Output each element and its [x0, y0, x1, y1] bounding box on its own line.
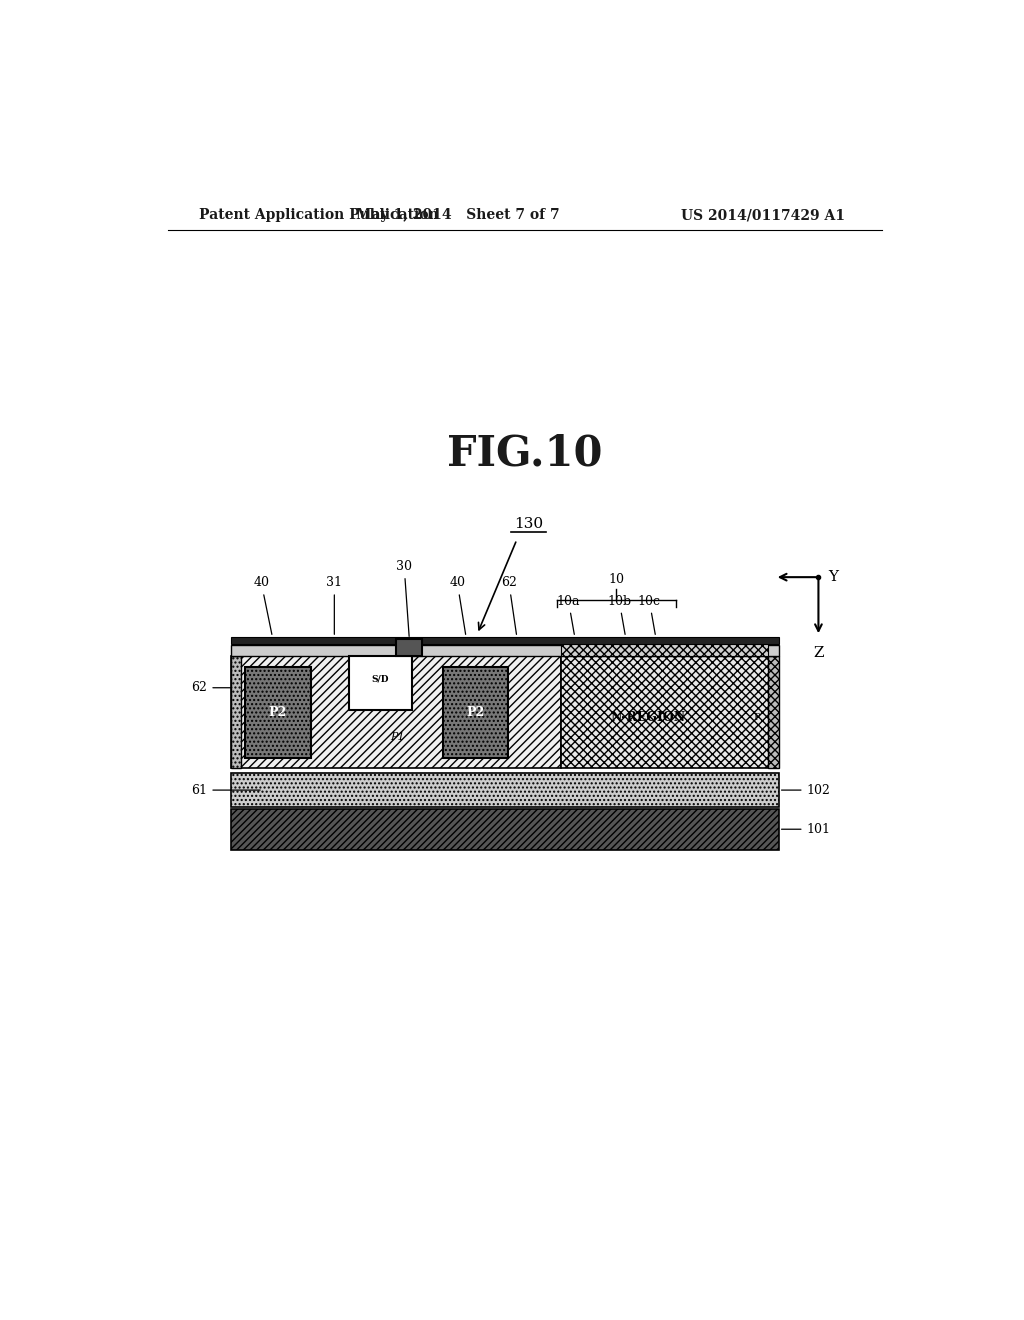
Text: 62: 62	[191, 681, 239, 694]
Text: FIG.10: FIG.10	[447, 432, 602, 474]
Bar	[348, 656, 412, 710]
Text: P1: P1	[390, 731, 406, 742]
Text: 102: 102	[781, 784, 830, 796]
Bar	[768, 656, 779, 768]
Bar	[560, 643, 768, 656]
Text: 10c: 10c	[638, 594, 660, 635]
Bar	[246, 667, 310, 758]
Bar	[443, 667, 508, 758]
Text: 30: 30	[396, 560, 413, 636]
Text: P2: P2	[269, 706, 287, 719]
Bar	[231, 656, 242, 768]
Bar	[231, 774, 778, 807]
Text: 62: 62	[501, 577, 517, 635]
Text: 10b: 10b	[607, 594, 632, 635]
Text: 31: 31	[327, 577, 342, 635]
Text: 10a: 10a	[557, 594, 581, 635]
Text: May 1, 2014   Sheet 7 of 7: May 1, 2014 Sheet 7 of 7	[355, 209, 559, 222]
Text: N-REGION: N-REGION	[610, 711, 685, 725]
Text: 10: 10	[608, 573, 624, 586]
Text: S/D: S/D	[372, 675, 389, 684]
Text: Patent Application Publication: Patent Application Publication	[200, 209, 439, 222]
Bar	[231, 656, 560, 768]
Text: P: P	[754, 713, 760, 722]
Bar	[231, 638, 778, 644]
Text: Y: Y	[828, 570, 838, 585]
Text: 40: 40	[450, 577, 466, 635]
Text: Z: Z	[813, 647, 823, 660]
Bar	[231, 809, 778, 850]
Text: US 2014/0117429 A1: US 2014/0117429 A1	[681, 209, 845, 222]
Bar	[231, 645, 778, 656]
Text: 40: 40	[253, 577, 272, 635]
Text: 61: 61	[191, 784, 260, 796]
Text: 130: 130	[514, 517, 544, 532]
Bar	[396, 639, 423, 656]
Text: P2: P2	[467, 706, 484, 719]
Bar	[560, 656, 778, 768]
Text: 101: 101	[781, 822, 830, 836]
